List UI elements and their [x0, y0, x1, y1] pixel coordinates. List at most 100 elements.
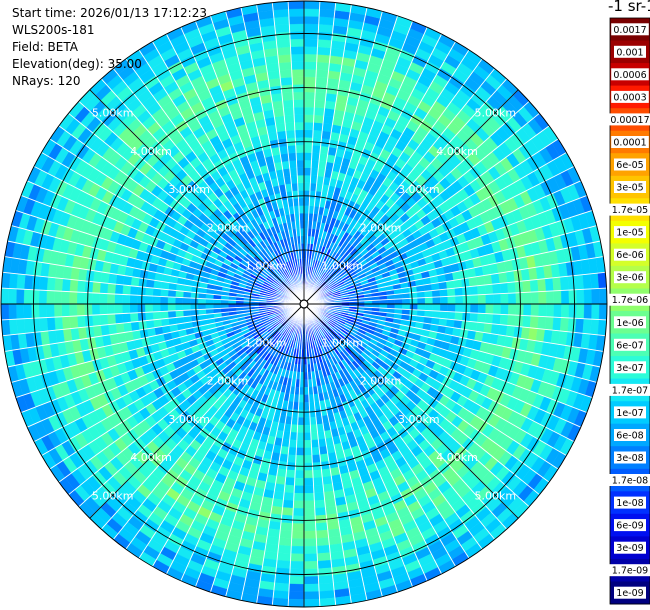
range-gate-cell — [152, 303, 161, 313]
range-gate-cell — [284, 477, 296, 486]
range-gate-cell — [291, 530, 305, 539]
range-gate-cell — [197, 303, 206, 310]
range-gate-cell — [303, 500, 315, 509]
range-gate-cell — [303, 46, 318, 55]
range-gate-cell — [303, 99, 315, 108]
range-gate-cell — [590, 272, 600, 290]
range-gate-cell — [54, 277, 64, 292]
range-gate-cell — [325, 92, 338, 103]
range-ring-label: 2.00km — [360, 222, 402, 235]
range-gate-cell — [303, 167, 312, 176]
range-gate-cell — [303, 440, 312, 449]
range-gate-cell — [292, 508, 305, 517]
range-gate-cell — [537, 316, 547, 330]
range-gate-cell — [303, 538, 317, 547]
range-ring-label: 1.00km — [245, 260, 287, 273]
range-gate-cell — [446, 311, 456, 320]
range-gate-cell — [455, 303, 464, 313]
range-gate-cell — [318, 16, 335, 26]
range-gate-cell — [291, 76, 305, 85]
range-gate-cell — [285, 469, 296, 479]
range-gate-cell — [312, 129, 323, 139]
range-gate-cell — [325, 505, 338, 516]
range-gate-cell — [278, 61, 292, 71]
range-gate-cell — [295, 152, 305, 161]
range-gate-cell — [568, 303, 577, 319]
range-gate-cell — [303, 576, 319, 585]
range-gate-cell — [311, 446, 320, 456]
range-gate-cell — [8, 303, 17, 320]
range-gate-cell — [475, 275, 485, 286]
range-gate-cell — [303, 561, 319, 570]
range-gate-cell — [303, 175, 311, 184]
range-gate-cell — [477, 284, 486, 296]
range-ring-label: 4.00km — [130, 451, 172, 464]
range-gate-cell — [287, 0, 305, 10]
range-gate-cell — [38, 289, 47, 305]
range-gate-cell — [417, 303, 426, 311]
range-gate-cell — [310, 160, 320, 169]
range-gate-cell — [469, 312, 479, 323]
range-gate-cell — [323, 107, 335, 118]
range-gate-cell — [296, 440, 305, 449]
range-gate-cell — [303, 91, 316, 100]
range-gate-cell — [315, 529, 329, 539]
range-gate-cell — [582, 318, 592, 335]
range-gate-cell — [76, 291, 85, 305]
range-gate-cell — [317, 559, 332, 569]
range-gate-cell — [273, 490, 285, 501]
range-gate-cell — [322, 475, 333, 485]
range-gate-cell — [23, 274, 33, 290]
range-gate-cell — [137, 303, 146, 313]
range-gate-cell — [567, 275, 577, 291]
range-gate-cell — [288, 8, 305, 17]
range-gate-cell — [0, 303, 10, 321]
range-gate-cell — [439, 288, 448, 298]
range-gate-cell — [312, 477, 324, 486]
range-gate-cell — [296, 432, 305, 441]
range-gate-cell — [289, 576, 305, 585]
range-gate-cell — [274, 575, 290, 585]
range-gate-cell — [591, 303, 600, 320]
range-gate-cell — [31, 275, 41, 291]
range-gate-cell — [46, 276, 56, 292]
range-gate-cell — [316, 544, 331, 554]
range-gate-cell — [439, 310, 448, 320]
range-gate-cell — [295, 144, 305, 153]
range-gate-cell — [313, 492, 325, 501]
range-gate-cell — [544, 277, 554, 292]
range-gate-cell — [288, 446, 297, 456]
range-gate-cell — [129, 285, 139, 296]
range-gate-cell — [272, 590, 290, 600]
range-gate-cell — [46, 290, 55, 305]
range-gate-cell — [318, 575, 334, 585]
range-gate-cell — [303, 598, 321, 608]
range-gate-cell — [123, 275, 133, 286]
range-gate-cell — [440, 303, 449, 312]
range-gate-cell — [303, 409, 311, 418]
range-gate-cell — [282, 99, 294, 109]
range-gate-cell — [468, 321, 478, 332]
colorbar: 0.00170.0010.00060.00030.000170.00016e-0… — [608, 17, 650, 605]
range-gate-cell — [293, 485, 305, 494]
range-gate-cell — [275, 475, 286, 485]
range-gate-cell — [318, 23, 334, 33]
range-gate-cell — [313, 484, 324, 494]
range-gate-cell — [160, 288, 169, 298]
range-gate-cell — [46, 316, 56, 332]
range-gate-cell — [99, 303, 108, 315]
range-gate-cell — [303, 545, 318, 555]
range-ring-label: 3.00km — [168, 413, 210, 426]
range-gate-cell — [303, 159, 312, 168]
range-gate-cell — [288, 439, 298, 448]
range-gate-cell — [440, 296, 449, 305]
range-gate-cell — [0, 287, 10, 305]
colorbar-tick-label: 0.00017 — [610, 115, 649, 126]
range-gate-cell — [505, 325, 516, 338]
range-ring-label: 5.00km — [475, 107, 517, 120]
range-gate-cell — [499, 314, 509, 326]
range-gate-cell — [303, 583, 320, 592]
range-gate-cell — [144, 287, 154, 297]
range-gate-cell — [99, 293, 108, 305]
range-gate-cell — [303, 485, 315, 494]
